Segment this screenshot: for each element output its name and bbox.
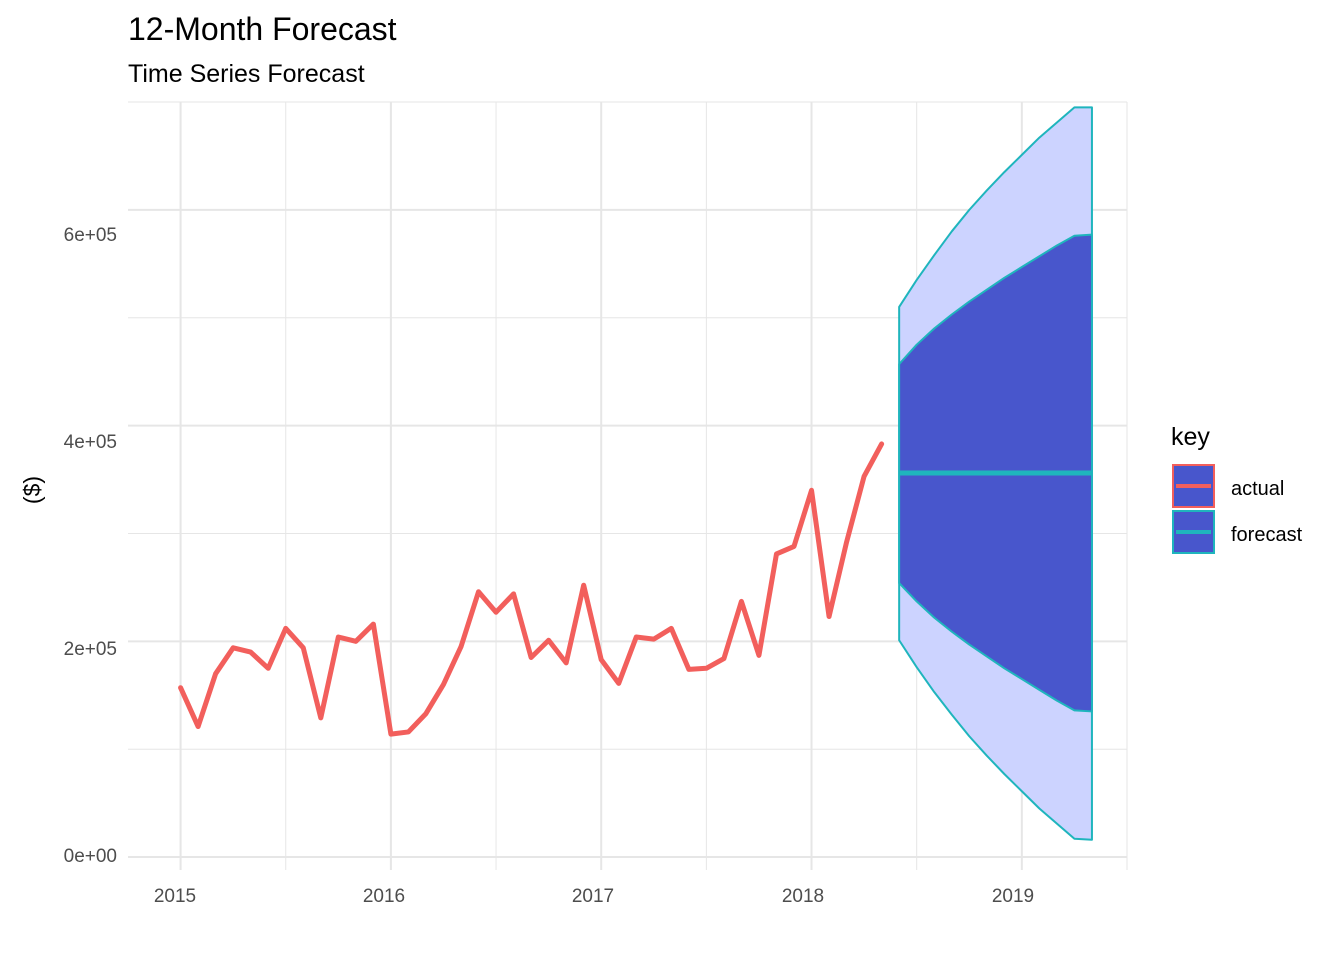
legend-item-forecast: forecast <box>1172 510 1303 554</box>
y-axis-label: ($) <box>19 476 45 504</box>
legend: key actual forecast <box>1171 423 1303 554</box>
legend-item-actual: actual <box>1172 464 1284 508</box>
actual-line <box>178 441 885 737</box>
series-lines <box>178 441 1092 737</box>
x-tick-label: 2016 <box>363 886 405 907</box>
legend-label-actual: actual <box>1231 478 1284 500</box>
x-tick-label: 2015 <box>154 886 196 907</box>
x-tick-label: 2019 <box>992 886 1034 907</box>
x-tick-label: 2017 <box>572 886 614 907</box>
chart-title: 12-Month Forecast <box>128 11 397 47</box>
x-axis-ticks: 2015 2016 2017 2018 2019 <box>154 886 1034 907</box>
chart-subtitle: Time Series Forecast <box>128 60 365 88</box>
legend-title: key <box>1171 423 1210 451</box>
y-tick-label: 2e+05 <box>64 639 117 660</box>
legend-label-forecast: forecast <box>1231 524 1303 546</box>
y-tick-label: 0e+00 <box>64 846 117 867</box>
x-tick-label: 2018 <box>782 886 824 907</box>
y-axis-ticks: 0e+00 2e+05 4e+05 6e+05 <box>64 225 117 867</box>
minor-gridlines <box>128 101 1128 870</box>
y-tick-label: 6e+05 <box>64 225 117 246</box>
y-tick-label: 4e+05 <box>64 432 117 453</box>
